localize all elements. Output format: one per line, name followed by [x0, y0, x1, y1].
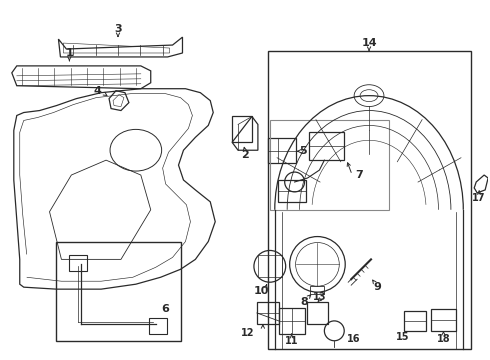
- Bar: [279, 308, 305, 334]
- Bar: [431, 309, 456, 331]
- Text: 5: 5: [299, 146, 306, 156]
- Text: 13: 13: [313, 292, 326, 302]
- Text: 9: 9: [373, 282, 381, 292]
- Text: 7: 7: [355, 170, 363, 180]
- Text: 3: 3: [114, 24, 122, 34]
- Bar: [404, 311, 426, 331]
- Text: 11: 11: [285, 336, 298, 346]
- Text: 17: 17: [472, 193, 486, 203]
- Text: 1: 1: [66, 48, 73, 58]
- Bar: [56, 242, 180, 341]
- Text: 18: 18: [437, 334, 450, 344]
- Text: 12: 12: [241, 328, 255, 338]
- Bar: [257, 302, 279, 324]
- Bar: [311, 286, 324, 294]
- Text: 8: 8: [301, 297, 308, 307]
- Bar: [278, 180, 306, 202]
- Bar: [70, 255, 87, 271]
- Bar: [307, 302, 328, 324]
- Text: 2: 2: [241, 150, 249, 160]
- Text: 10: 10: [253, 286, 269, 296]
- Bar: [149, 318, 167, 334]
- Text: 6: 6: [162, 304, 170, 314]
- Text: 16: 16: [347, 334, 361, 344]
- Text: 14: 14: [361, 38, 377, 48]
- Text: 15: 15: [396, 332, 410, 342]
- Bar: [268, 138, 295, 163]
- Text: 4: 4: [93, 86, 101, 96]
- Bar: [270, 121, 389, 210]
- Bar: [258, 255, 282, 277]
- Bar: [310, 132, 344, 160]
- Bar: [268, 51, 471, 349]
